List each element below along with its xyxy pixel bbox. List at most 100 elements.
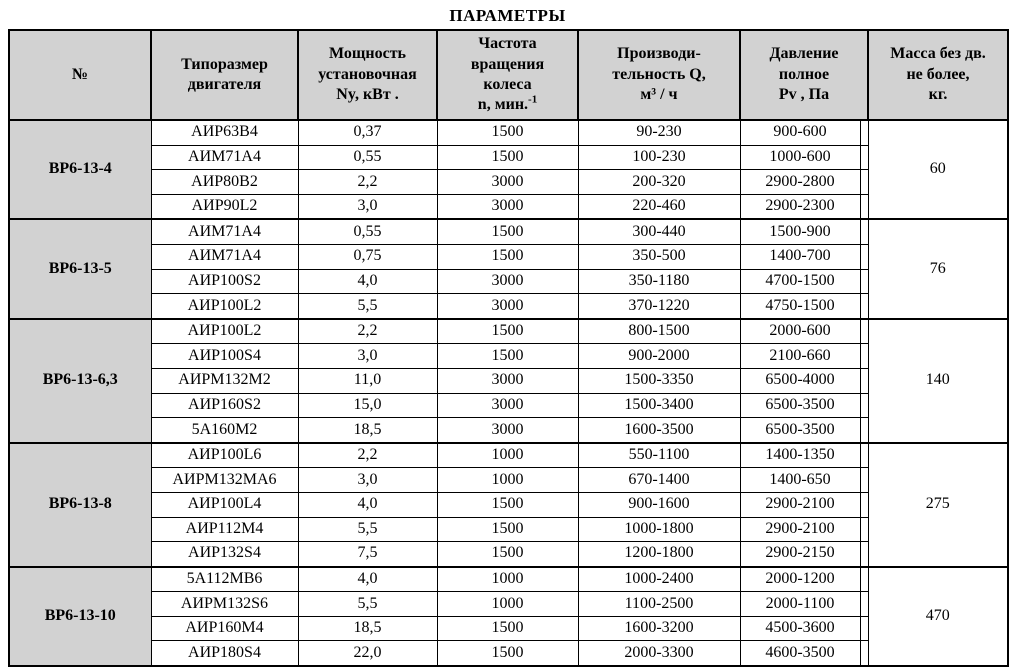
power-cell: 22,0 — [297, 640, 438, 667]
power-cell: 0,55 — [297, 218, 438, 245]
motor-cell: АИР100S4 — [150, 343, 299, 369]
flow-cell: 900-2000 — [577, 343, 741, 369]
motor-cell: АИРМ132М2 — [150, 367, 299, 394]
mass-cell: 275 — [867, 441, 1009, 568]
pressure-cell: 1400-650 — [739, 467, 861, 493]
table-row: АИМ71А4 0,75 1500 350-500 1400-700 — [9, 243, 1008, 270]
motor-cell: АИР132S4 — [150, 541, 299, 568]
spacer-cell — [859, 565, 869, 593]
spacer-cell — [859, 591, 869, 617]
header-flow: Производи- тельность Q, м³ / ч — [577, 29, 741, 121]
table-row: ВР6-13-10 5А112МВ6 4,0 1000 1000-2400 2000-12… — [8, 565, 1009, 667]
speed-cell: 1500 — [436, 491, 579, 518]
flow-cell: 90-230 — [577, 118, 741, 146]
pressure-cell: 900-600 — [739, 118, 861, 146]
table-row: ВР6-13-5 АИМ71А4 0,55 1500 300-440 1500-900 76 — [8, 218, 1009, 320]
spacer-cell — [859, 193, 869, 220]
speed-cell: 1500 — [436, 516, 579, 543]
spacer-cell — [859, 218, 869, 245]
header-speed-text: Частота вращения колеса n, мин. — [470, 35, 545, 114]
power-cell: 3,0 — [297, 193, 438, 220]
group-label: ВР6-13-10 — [8, 565, 152, 667]
flow-cell: 350-500 — [577, 243, 741, 270]
motor-cell: АИР100L4 — [150, 491, 299, 518]
spacer-cell — [859, 268, 869, 295]
motor-cell: АИМ71А4 — [150, 218, 299, 245]
table-row: АИР132S4 7,5 1500 1200-1800 2900-2150 — [9, 541, 1008, 568]
spacer-cell — [859, 144, 869, 171]
speed-cell: 1500 — [436, 541, 579, 568]
speed-cell: 3000 — [436, 169, 579, 195]
table-row: АИР100S2 4,0 3000 350-1180 4700-1500 — [9, 268, 1008, 295]
group-label: ВР6-13-6,3 — [8, 317, 152, 444]
motor-cell: АИРМ132МА6 — [150, 467, 299, 493]
pressure-cell: 1500-900 — [739, 218, 861, 245]
power-cell: 5,5 — [297, 516, 438, 543]
speed-cell: 1500 — [436, 343, 579, 369]
table-row: ВР6-13-4 АИР63В4 0,37 1500 90-230 900-600 60 — [8, 118, 1009, 220]
motor-cell: АИМ71А4 — [150, 144, 299, 171]
flow-cell: 370-1220 — [577, 293, 741, 320]
motor-cell: АИР100S2 — [150, 268, 299, 295]
pressure-cell: 4500-3600 — [739, 615, 861, 642]
pressure-cell: 2000-1100 — [739, 591, 861, 617]
flow-cell: 1600-3200 — [577, 615, 741, 642]
pressure-cell: 4700-1500 — [739, 268, 861, 295]
speed-cell: 3000 — [436, 417, 579, 444]
table-row: АИР112М4 5,5 1500 1000-1800 2900-2100 — [9, 516, 1008, 543]
group-label: ВР6-13-8 — [8, 441, 152, 568]
header-power: Мощность установочная Ny, кВт . — [297, 29, 438, 121]
power-cell: 0,37 — [297, 118, 438, 146]
pressure-cell: 2900-2100 — [739, 491, 861, 518]
spacer-cell — [859, 615, 869, 642]
motor-cell: 5А160М2 — [150, 417, 299, 444]
table-row: АИР180S4 22,0 1500 2000-3300 4600-3500 — [9, 640, 1008, 667]
motor-cell: АИР90L2 — [150, 193, 299, 220]
group-label: ВР6-13-4 — [8, 118, 152, 220]
flow-cell: 1100-2500 — [577, 591, 741, 617]
table-body: ВР6-13-4 АИР63В4 0,37 1500 90-230 900-600 60 АИ… — [8, 118, 1009, 667]
motor-cell: АИР100L6 — [150, 441, 299, 469]
spacer-cell — [859, 317, 869, 345]
header-motor: Типоразмер двигателя — [150, 29, 299, 121]
power-cell: 5,5 — [297, 591, 438, 617]
group-label: ВР6-13-5 — [8, 218, 152, 320]
header-speed-superscript: -1 — [528, 94, 538, 107]
pressure-cell: 4750-1500 — [739, 293, 861, 320]
pressure-cell: 2000-600 — [739, 317, 861, 345]
flow-cell: 100-230 — [577, 144, 741, 171]
speed-cell: 1500 — [436, 640, 579, 667]
motor-cell: АИР160S2 — [150, 392, 299, 419]
spacer-cell — [859, 243, 869, 270]
spacer-cell — [859, 293, 869, 320]
table-row: АИРМ132М2 11,0 3000 1500-3350 6500-4000 — [9, 367, 1008, 394]
power-cell: 2,2 — [297, 317, 438, 345]
power-cell: 11,0 — [297, 367, 438, 394]
power-cell: 4,0 — [297, 268, 438, 295]
power-cell: 15,0 — [297, 392, 438, 419]
pressure-cell: 2900-2800 — [739, 169, 861, 195]
header-pressure: Давление полное Pv , Па — [739, 29, 869, 121]
spacer-cell — [859, 491, 869, 518]
table-row: АИРМ132S6 5,5 1000 1100-2500 2000-1100 — [9, 591, 1008, 617]
header-mass: Масса без дв. не более, кг. — [867, 29, 1009, 121]
spacer-cell — [859, 640, 869, 667]
table-row: АИРМ132МА6 3,0 1000 670-1400 1400-650 — [9, 467, 1008, 493]
speed-cell: 1500 — [436, 317, 579, 345]
flow-cell: 200-320 — [577, 169, 741, 195]
motor-cell: АИР160М4 — [150, 615, 299, 642]
power-cell: 3,0 — [297, 343, 438, 369]
flow-cell: 800-1500 — [577, 317, 741, 345]
table-row: АИР160М4 18,5 1500 1600-3200 4500-3600 — [9, 615, 1008, 642]
flow-cell: 1600-3500 — [577, 417, 741, 444]
pressure-cell: 6500-4000 — [739, 367, 861, 394]
speed-cell: 1500 — [436, 218, 579, 245]
spacer-cell — [859, 541, 869, 568]
speed-cell: 3000 — [436, 367, 579, 394]
power-cell: 3,0 — [297, 467, 438, 493]
spacer-cell — [859, 118, 869, 146]
motor-cell: АИР100L2 — [150, 293, 299, 320]
speed-cell: 1500 — [436, 144, 579, 171]
table-row: 5А160М2 18,5 3000 1600-3500 6500-3500 — [9, 417, 1008, 444]
speed-cell: 1500 — [436, 243, 579, 270]
